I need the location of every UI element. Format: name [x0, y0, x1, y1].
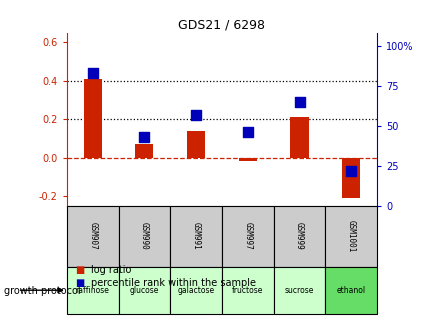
Bar: [341, 158, 359, 198]
Text: percentile rank within the sample: percentile rank within the sample: [90, 278, 255, 288]
Text: galactose: galactose: [177, 286, 214, 295]
Text: GSM999: GSM999: [295, 222, 303, 250]
Bar: [273, 267, 325, 314]
Text: GSM997: GSM997: [243, 222, 252, 250]
Bar: [273, 206, 325, 267]
Bar: [118, 206, 170, 267]
Text: sucrose: sucrose: [284, 286, 313, 295]
Bar: [221, 267, 273, 314]
Point: [141, 135, 147, 140]
Text: log ratio: log ratio: [90, 265, 131, 275]
Bar: [170, 206, 221, 267]
Bar: [325, 267, 376, 314]
Text: ■: ■: [75, 265, 84, 275]
Text: GSM990: GSM990: [140, 222, 148, 250]
Bar: [170, 267, 221, 314]
Bar: [221, 206, 273, 267]
Bar: [187, 131, 205, 158]
Text: growth protocol: growth protocol: [4, 286, 81, 296]
Bar: [238, 158, 256, 161]
Text: ethanol: ethanol: [336, 286, 365, 295]
Point: [89, 71, 96, 76]
Bar: [83, 79, 101, 158]
Text: GSM991: GSM991: [191, 222, 200, 250]
Bar: [67, 206, 118, 267]
Bar: [67, 267, 118, 314]
Point: [192, 112, 199, 117]
Bar: [325, 206, 376, 267]
Title: GDS21 / 6298: GDS21 / 6298: [178, 19, 265, 31]
Bar: [118, 267, 170, 314]
Bar: [135, 145, 153, 158]
Point: [244, 130, 251, 135]
Point: [347, 168, 354, 173]
Text: GSM907: GSM907: [88, 222, 97, 250]
Bar: [290, 117, 308, 158]
Text: fructose: fructose: [232, 286, 263, 295]
Point: [295, 99, 302, 105]
Text: GSM1001: GSM1001: [346, 220, 355, 252]
Text: glucose: glucose: [129, 286, 159, 295]
Text: ■: ■: [75, 278, 84, 288]
Text: raffinose: raffinose: [76, 286, 109, 295]
